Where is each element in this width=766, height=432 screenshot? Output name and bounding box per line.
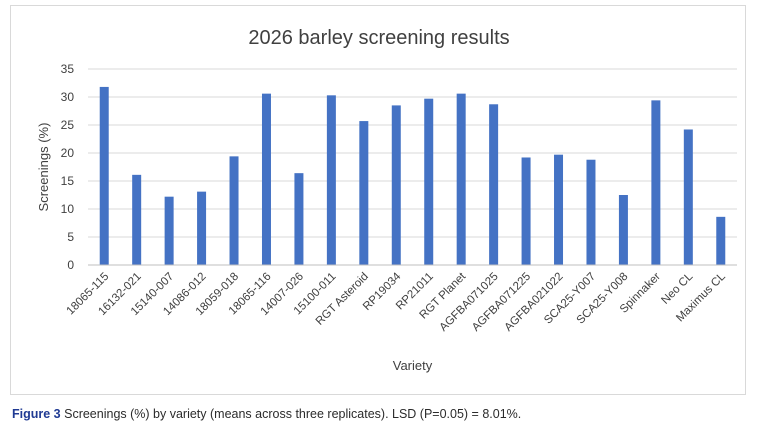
bars [99, 86, 726, 266]
y-tick-label: 25 [61, 118, 75, 132]
bar [424, 98, 434, 266]
x-tick-label: AGFBA071225 [470, 271, 533, 334]
bar [326, 95, 336, 265]
bar [261, 93, 271, 265]
y-axis-ticks: 0 5 10 15 20 25 30 35 [61, 62, 75, 272]
bar [521, 157, 531, 265]
bar [391, 105, 401, 266]
x-tick-label: AGFBA071025 [438, 271, 501, 334]
gridlines [88, 68, 737, 238]
bar [489, 104, 499, 265]
y-axis-label: Screenings (%) [36, 123, 51, 212]
y-tick-label: 20 [61, 146, 75, 160]
bar [229, 156, 239, 265]
bar [651, 100, 661, 265]
bar [294, 173, 304, 265]
figure-label: Figure 3 [12, 407, 61, 421]
y-tick-label: 10 [61, 202, 75, 216]
x-axis-label: Variety [393, 358, 433, 373]
y-tick-label: 30 [61, 90, 75, 104]
bar [456, 93, 466, 265]
bar [164, 196, 174, 265]
bar [618, 195, 628, 265]
chart-frame: 2026 barley screening results 0 5 10 15 20 25… [10, 5, 746, 395]
bar [132, 174, 142, 265]
y-tick-label: 5 [67, 230, 74, 244]
x-tick-label: AGFBA021022 [502, 271, 565, 334]
bar [197, 191, 207, 265]
y-tick-label: 15 [61, 174, 75, 188]
bar [99, 86, 109, 265]
y-tick-label: 35 [61, 62, 75, 76]
figure-caption: Figure 3 Screenings (%) by variety (mean… [12, 407, 521, 421]
bar-chart: 2026 barley screening results 0 5 10 15 20 25… [36, 27, 737, 373]
x-axis-ticks: 18065-11516132-02115140-00714086-0121805… [65, 270, 729, 334]
bar [359, 121, 369, 265]
y-tick-label: 0 [67, 258, 74, 272]
bar [716, 216, 726, 265]
bar [683, 129, 693, 265]
figure-caption-text: Screenings (%) by variety (means across … [64, 407, 522, 421]
bar [554, 154, 564, 265]
chart-title: 2026 barley screening results [248, 27, 509, 49]
bar [586, 159, 596, 265]
